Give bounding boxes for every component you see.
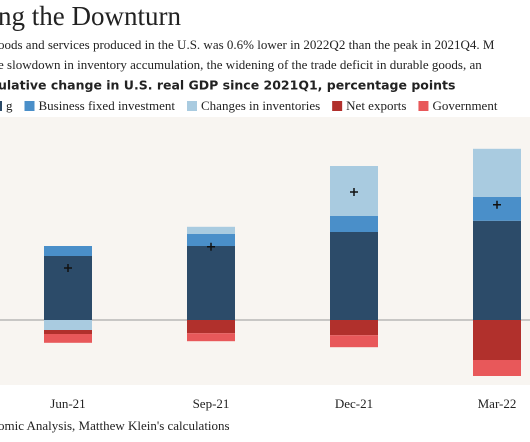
bar-segment [473, 220, 521, 320]
bar-segment [44, 334, 92, 343]
bar-segment [44, 320, 92, 330]
bar-segment [187, 333, 235, 342]
subtitle: oods and services produced in the U.S. w… [0, 37, 495, 52]
x-tick-label: Jun-21 [50, 396, 85, 411]
bar-segment [330, 232, 378, 320]
bar-segment [330, 335, 378, 348]
x-tick-label: Sep-21 [193, 396, 230, 411]
source: omic Analysis, Matthew Klein's calculati… [0, 418, 230, 433]
bar-segment [187, 234, 235, 246]
legend-label: Net exports [346, 98, 406, 113]
bar-segment [473, 360, 521, 376]
legend-swatch [187, 101, 197, 111]
net-marker [350, 188, 358, 196]
legend-label: g [6, 98, 13, 113]
bar-segment [44, 330, 92, 334]
legend-swatch [0, 101, 2, 111]
bar-segment [187, 246, 235, 320]
legend-label: Government [432, 98, 497, 113]
bar-segment [473, 148, 521, 197]
bar-segment [330, 320, 378, 336]
x-tick-label: Mar-22 [478, 396, 517, 411]
bar-segment [187, 226, 235, 234]
net-marker [207, 242, 215, 251]
net-marker [493, 200, 501, 209]
legend-label: Business fixed investment [39, 98, 176, 113]
legend-swatch [24, 101, 35, 111]
x-tick-label: Dec-21 [335, 396, 373, 411]
bar-segment [44, 246, 92, 256]
subtitle: e slowdown in inventory accumulation, th… [0, 57, 482, 72]
legend-swatch [332, 101, 343, 111]
legend-swatch [418, 101, 429, 111]
bar-segment [473, 320, 521, 360]
bar-segment [187, 320, 235, 334]
chart-subtitle: ulative change in U.S. real GDP since 20… [0, 78, 455, 93]
chart-title: ng the Downturn [0, 1, 181, 31]
legend-label: Changes in inventories [201, 98, 320, 113]
bar-segment [330, 216, 378, 232]
net-marker [64, 264, 72, 272]
